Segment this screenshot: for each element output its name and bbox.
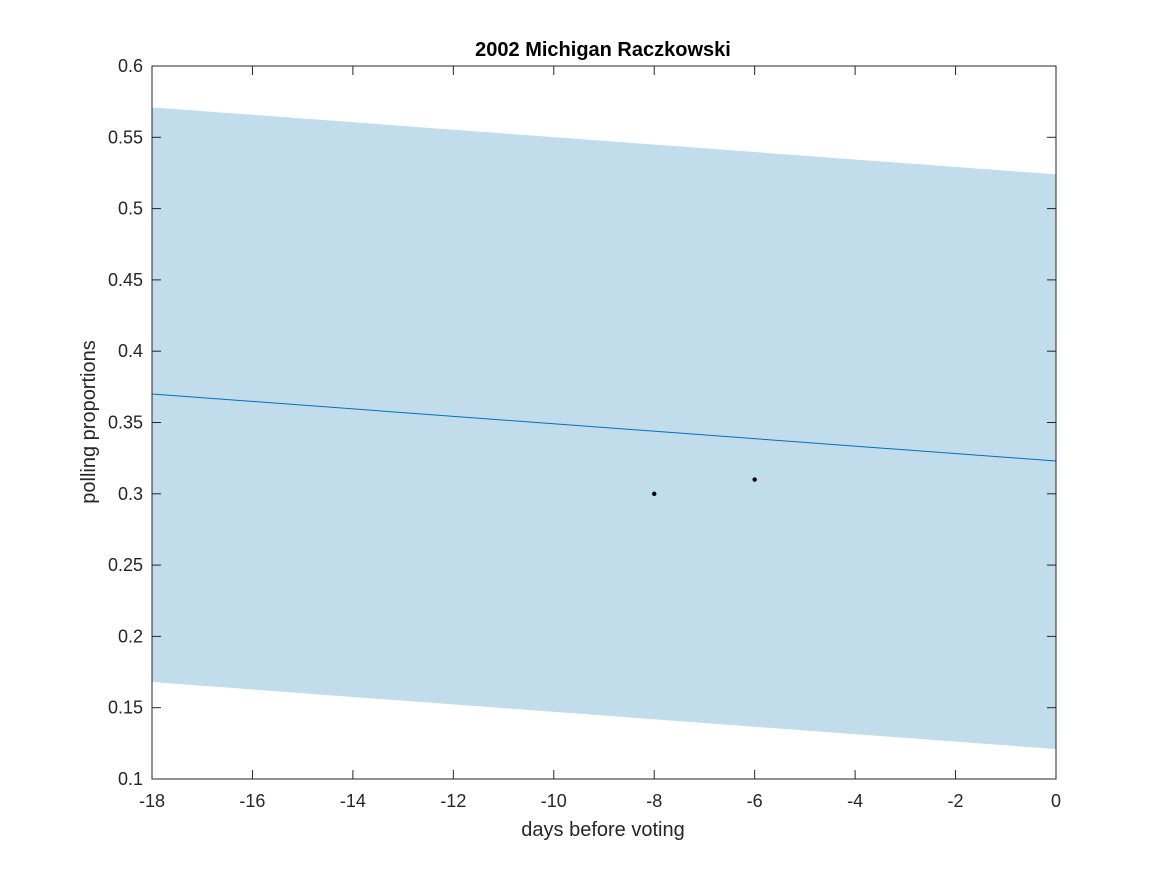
y-tick-label: 0.3 <box>118 484 143 504</box>
plot-area <box>151 107 1057 750</box>
y-tick-label: 0.4 <box>118 341 143 361</box>
data-point <box>752 477 757 482</box>
x-tick-label: -12 <box>440 791 466 811</box>
y-tick-label: 0.25 <box>108 555 143 575</box>
y-tick-label: 0.2 <box>118 626 143 646</box>
y-axis-label: polling proportions <box>78 340 100 503</box>
trend-line <box>151 393 1057 462</box>
confidence-band <box>152 107 1056 750</box>
x-axis-label: days before voting <box>521 819 684 841</box>
x-tick-label: 0 <box>1051 791 1061 811</box>
chart-title: 2002 Michigan Raczkowski <box>475 39 731 61</box>
y-tick-label: 0.1 <box>118 769 143 789</box>
x-tick-label: -10 <box>541 791 567 811</box>
data-point <box>652 491 657 496</box>
x-tick-label: -6 <box>747 791 763 811</box>
x-tick-label: -16 <box>239 791 265 811</box>
y-tick-label: 0.55 <box>108 127 143 147</box>
y-tick-label: 0.35 <box>108 413 143 433</box>
x-axis-ticks: -18 -16 -14 -12 -10 -8 -6 -4 -2 0 <box>139 66 1061 811</box>
x-tick-label: -2 <box>948 791 964 811</box>
data-points <box>652 477 757 496</box>
y-tick-label: 0.45 <box>108 270 143 290</box>
x-tick-label: -8 <box>646 791 662 811</box>
y-tick-label: 0.5 <box>118 199 143 219</box>
x-tick-label: -4 <box>847 791 863 811</box>
y-axis-ticks: 0.1 0.15 0.2 0.25 0.3 0.35 0.4 0.45 0.5 0.55 0.6 <box>108 56 1056 789</box>
y-tick-label: 0.6 <box>118 56 143 76</box>
x-tick-label: -14 <box>340 791 366 811</box>
x-tick-label: -18 <box>139 791 165 811</box>
y-tick-label: 0.15 <box>108 698 143 718</box>
